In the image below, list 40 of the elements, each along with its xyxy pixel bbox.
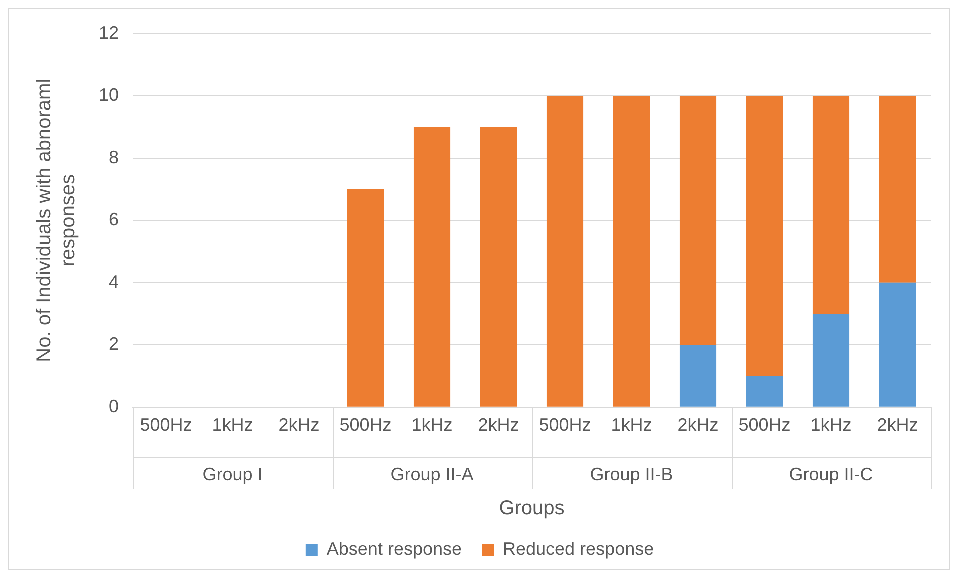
legend-label: Absent response [326,538,462,559]
text: Group II-B [590,464,674,484]
y-tick-label: 12 [98,22,120,43]
bar [347,189,384,407]
y-tick-label: 2 [109,334,120,354]
bar [746,376,784,407]
x-tick-label: 2kHz [678,415,719,436]
x-tick-label: 2kHz [877,415,918,436]
x-axis-title: Groups [499,498,565,520]
y-tick-label: 0 [109,396,120,416]
x-tick-label: 500Hz [539,415,592,436]
bar [879,282,916,407]
legend-label: Reduced response [502,538,654,559]
bar [746,96,784,376]
x-tick-label: 1kHz [810,415,852,436]
bar [480,127,518,407]
bar [613,96,650,407]
x-tick-label: 2kHz [278,415,320,436]
x-tick-label: 500Hz [738,415,791,436]
x-tick-label: 1kHz [212,415,254,436]
x-tick-label: 2kHz [478,415,520,436]
x-tick-label: 500Hz [340,415,392,436]
text: Group I [202,464,263,484]
y-tick-label: 8 [109,147,120,168]
bar [879,96,916,283]
text: Group II-C [789,464,874,484]
bar [546,96,584,407]
bar [680,96,717,346]
x-tick-label: 500Hz [140,415,192,436]
bar [414,127,451,407]
bar [680,345,717,407]
x-tick-label: 1kHz [611,415,652,436]
text: Group II-A [390,464,474,484]
y-axis-title: No. of Individuals with abnoraml responses [34,78,80,362]
bar [812,96,850,314]
y-tick-label: 10 [98,85,120,106]
x-tick-label: 1kHz [412,415,453,436]
bar [812,314,850,407]
y-tick-label: 4 [109,272,120,292]
y-tick-label: 6 [109,210,120,230]
